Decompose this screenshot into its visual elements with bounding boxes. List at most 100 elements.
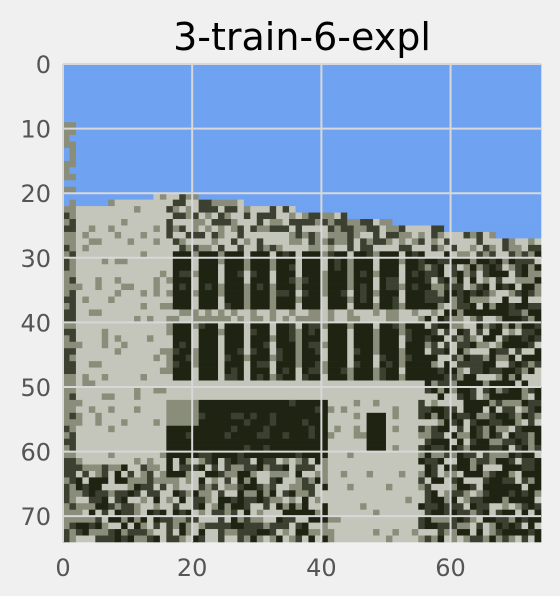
- pixel-run: [185, 354, 193, 362]
- pixel-run: [192, 496, 206, 504]
- pixel-run: [75, 219, 122, 226]
- pixel-run: [418, 412, 426, 420]
- pixel-run: [295, 309, 309, 317]
- pixel-run: [269, 270, 277, 278]
- x-axis: 0 20 40 60: [55, 554, 465, 582]
- pixel-run: [302, 231, 309, 239]
- pixel-run: [379, 296, 393, 304]
- pixel-run: [431, 231, 438, 239]
- pixel-run: [431, 464, 438, 472]
- pixel-run: [521, 458, 535, 465]
- pixel-run: [63, 193, 154, 200]
- pixel-run: [218, 212, 225, 220]
- pixel-run: [198, 535, 206, 543]
- pixel-run: [385, 412, 393, 420]
- pixel-run: [482, 354, 490, 362]
- pixel-run: [256, 464, 264, 472]
- pixel-run: [269, 483, 277, 491]
- pixel-run: [482, 380, 490, 388]
- pixel-run: [243, 225, 251, 233]
- pixel-run: [224, 503, 232, 510]
- pixel-run: [211, 219, 232, 226]
- pixel-run: [508, 309, 522, 317]
- pixel-run: [108, 509, 115, 517]
- pixel-run: [353, 341, 374, 349]
- pixel-run: [101, 393, 115, 401]
- pixel-run: [295, 470, 303, 478]
- pixel-run: [411, 529, 419, 536]
- pixel-run: [476, 374, 497, 381]
- pixel-run: [515, 361, 522, 368]
- pixel-run: [172, 303, 193, 310]
- pixel-run: [250, 296, 270, 304]
- pixel-run: [528, 516, 542, 523]
- pixel-run: [308, 419, 329, 427]
- pixel-run: [314, 219, 322, 226]
- pixel-run: [224, 277, 245, 284]
- pixel-run: [366, 290, 374, 297]
- pixel-run: [515, 535, 522, 543]
- pixel-run: [398, 425, 419, 433]
- pixel-run: [534, 503, 542, 510]
- pixel-run: [205, 283, 212, 291]
- pixel-run: [250, 509, 258, 517]
- pixel-run: [237, 225, 245, 233]
- pixel-run: [282, 503, 290, 510]
- pixel-run: [192, 270, 199, 278]
- pixel-run: [515, 270, 522, 278]
- pixel-run: [398, 290, 406, 297]
- pixel-run: [476, 419, 490, 427]
- pixel-run: [192, 458, 199, 465]
- pixel-run: [508, 445, 516, 452]
- pixel-run: [276, 490, 283, 498]
- pixel-run: [489, 438, 503, 446]
- pixel-run: [469, 490, 477, 498]
- pixel-run: [108, 425, 115, 433]
- pixel-run: [469, 516, 477, 523]
- pixel-run: [534, 257, 542, 265]
- pixel-run: [166, 322, 174, 330]
- pixel-run: [534, 529, 542, 536]
- pixel-run: [521, 406, 529, 414]
- pixel-run: [205, 529, 219, 536]
- pixel-run: [327, 412, 354, 420]
- pixel-run: [379, 290, 400, 297]
- pixel-run: [243, 522, 264, 530]
- pixel-run: [159, 483, 167, 491]
- pixel-run: [424, 535, 432, 543]
- pixel-run: [476, 244, 484, 252]
- pixel-run: [373, 367, 380, 375]
- pixel-run: [411, 309, 419, 317]
- pixel-run: [424, 425, 432, 433]
- pixel-run: [450, 419, 458, 427]
- pixel-run: [75, 244, 83, 252]
- pixel-run: [243, 251, 251, 259]
- pixel-run: [75, 270, 161, 278]
- pixel-run: [482, 367, 490, 375]
- pixel-run: [269, 309, 277, 317]
- pixel-run: [82, 412, 96, 420]
- pixel-run: [63, 128, 77, 136]
- pixel-run: [347, 315, 361, 323]
- pixel-run: [418, 425, 426, 433]
- pixel-run: [418, 483, 426, 491]
- pixel-run: [289, 219, 316, 226]
- pixel-run: [398, 412, 419, 420]
- pixel-run: [302, 354, 322, 362]
- pixel-run: [476, 438, 490, 446]
- pixel-run: [534, 283, 542, 291]
- pixel-run: [502, 277, 516, 284]
- pixel-run: [373, 399, 380, 407]
- pixel-run: [289, 335, 296, 343]
- pixel-run: [450, 509, 458, 517]
- pixel-run: [495, 251, 509, 259]
- pixel-run: [476, 238, 484, 246]
- pixel-run: [159, 225, 167, 233]
- pixel-run: [457, 393, 464, 401]
- pixel-run: [121, 535, 128, 543]
- pixel-run: [256, 270, 270, 278]
- pixel-run: [159, 509, 167, 517]
- pixel-run: [63, 399, 83, 407]
- pixel-run: [75, 348, 115, 355]
- pixel-run: [327, 244, 335, 252]
